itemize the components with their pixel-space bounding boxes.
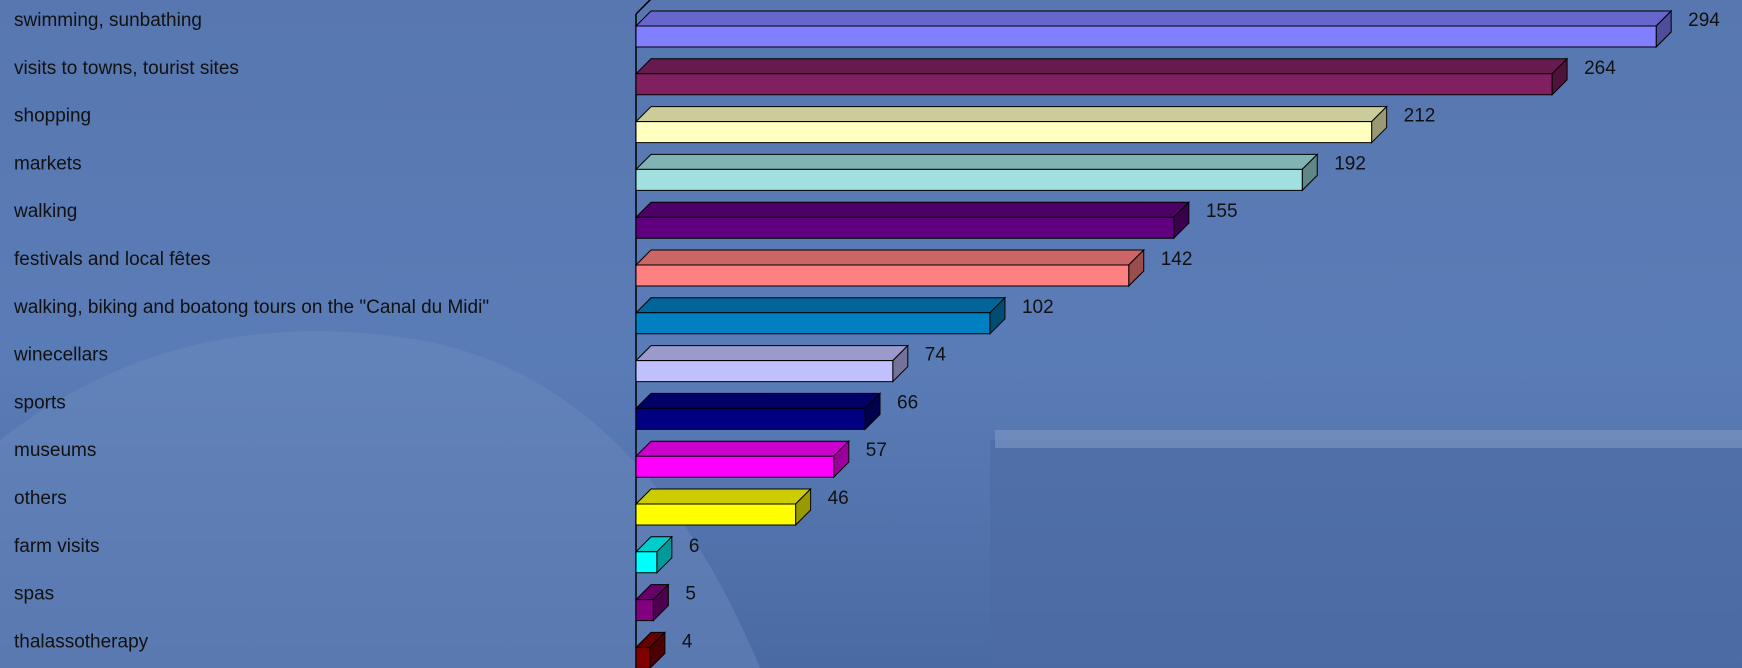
bar	[636, 202, 1189, 238]
bar-top	[636, 489, 811, 504]
value-label: 5	[685, 584, 696, 605]
bar-front	[636, 552, 657, 573]
bar-top	[636, 298, 1005, 313]
bar	[636, 441, 849, 477]
bar-front	[636, 217, 1174, 238]
bar-front	[636, 600, 653, 621]
bar	[636, 59, 1567, 95]
bar	[636, 346, 908, 382]
bar-front	[636, 647, 650, 668]
bar	[636, 107, 1387, 143]
bar-front	[636, 74, 1552, 95]
category-label: visits to towns, tourist sites	[14, 58, 239, 79]
chart: swimming, sunbathing 294 visits to towns, …	[0, 0, 1742, 668]
bar	[636, 393, 880, 429]
category-label: museums	[14, 440, 96, 461]
value-label: 74	[925, 345, 947, 366]
bar-front	[636, 504, 796, 525]
value-label: 4	[682, 631, 693, 652]
bar-front	[636, 26, 1656, 47]
category-label: winecellars	[13, 345, 108, 366]
bar-front	[636, 313, 990, 334]
value-label: 155	[1206, 201, 1238, 222]
bar-front	[636, 169, 1302, 190]
bar-front	[636, 122, 1372, 143]
bar-top	[636, 154, 1317, 169]
category-label: spas	[14, 584, 54, 605]
bar	[636, 154, 1317, 190]
category-label: farm visits	[14, 536, 100, 557]
bar-top	[636, 393, 880, 408]
bar-top	[636, 107, 1387, 122]
bar-top	[636, 11, 1671, 26]
bar-front	[636, 265, 1129, 286]
background-photo	[995, 430, 1742, 448]
value-label: 102	[1022, 297, 1054, 318]
category-label: others	[14, 488, 67, 509]
bar-front	[636, 456, 834, 477]
category-label: markets	[14, 153, 82, 174]
category-label: walking	[13, 201, 77, 222]
category-label: sports	[14, 392, 66, 413]
category-label: festivals and local fêtes	[14, 249, 210, 270]
category-label: swimming, sunbathing	[14, 10, 202, 31]
bar-top	[636, 202, 1189, 217]
value-label: 212	[1404, 106, 1436, 127]
value-label: 142	[1161, 249, 1193, 270]
value-label: 264	[1584, 58, 1616, 79]
value-label: 6	[689, 536, 700, 557]
value-label: 192	[1334, 153, 1366, 174]
bar-top	[636, 250, 1144, 265]
value-label: 66	[897, 392, 918, 413]
bar-top	[636, 441, 849, 456]
bar-front	[636, 408, 865, 429]
value-label: 57	[866, 440, 887, 461]
bar	[636, 11, 1671, 47]
bar	[636, 250, 1144, 286]
background-photo	[990, 440, 1742, 668]
bar-top	[636, 59, 1567, 74]
bar-top	[636, 346, 908, 361]
category-label: thalassotherapy	[14, 631, 149, 652]
bar-front	[636, 361, 893, 382]
bar	[636, 298, 1005, 334]
category-label: walking, biking and boatong tours on the…	[13, 297, 489, 318]
value-label: 46	[828, 488, 849, 509]
bar	[636, 489, 811, 525]
value-label: 294	[1688, 10, 1720, 31]
category-label: shopping	[14, 106, 91, 127]
